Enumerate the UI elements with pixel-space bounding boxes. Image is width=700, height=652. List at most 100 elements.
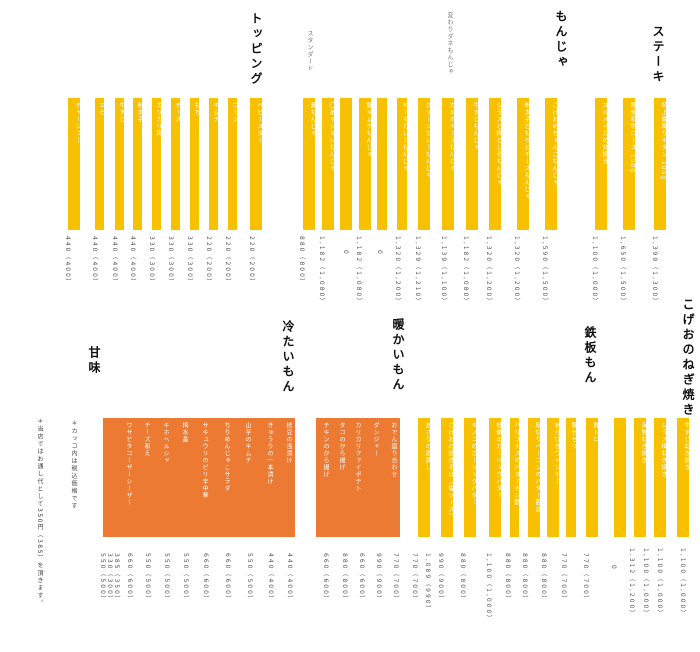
menu-item-strip: 牛すじもんじゃ bbox=[466, 98, 479, 230]
item-price: 770（700） bbox=[560, 553, 567, 604]
item-price: 1,329（1,210） bbox=[414, 236, 421, 307]
item-price: 440（400） bbox=[111, 236, 118, 287]
item-price: 220（200） bbox=[248, 236, 255, 287]
item-price: 1,590（1,500） bbox=[541, 236, 548, 307]
item-name: 牛すじねぎ焼き bbox=[683, 422, 690, 471]
item-price: 550（500） bbox=[163, 553, 170, 604]
item-name: ちりめんじゃこサラダ bbox=[223, 422, 230, 492]
item-price: 1,320（1,200） bbox=[394, 236, 401, 307]
heading-kawari: 変わりダネもんじゃ bbox=[446, 12, 453, 75]
item-price: 660（600） bbox=[224, 553, 231, 604]
menu-item-strip: 〇あマシマシもんじゃ bbox=[322, 98, 335, 230]
item-name: キムチ bbox=[212, 102, 219, 123]
menu-item-strip: 牛すじ bbox=[115, 98, 125, 230]
menu-item-strip: こげおの焼きそば（塩ソース） bbox=[441, 418, 454, 537]
menu-item-strip bbox=[340, 98, 352, 230]
item-price: 880（800） bbox=[521, 553, 528, 604]
menu-item-strip: 豚セセリ bbox=[566, 418, 577, 537]
item-name: カリカリクァイポテト bbox=[354, 422, 361, 492]
item-price: 1,100（1,000） bbox=[642, 548, 649, 619]
item-price: 1,100（1,000） bbox=[485, 553, 492, 624]
menu-item-strip: あらびきウインナー bbox=[547, 418, 560, 537]
menu-item-strip: シラス梅ねぎ焼き bbox=[654, 418, 667, 537]
tsumetai-block: 枝豆の浅漬け きゅうりの一本漬け 山芋のキムチ ちりめんじゃこサラダ サキュウリ… bbox=[103, 418, 295, 537]
item-name: コーン bbox=[231, 102, 238, 123]
item-price: 880（800） bbox=[459, 553, 466, 604]
item-name: 素もんじゃ bbox=[309, 102, 316, 137]
item-price: 880（800） bbox=[341, 553, 348, 604]
item-price: 550（500） bbox=[99, 553, 106, 604]
item-name: 特上霜降りギタン 100g bbox=[660, 102, 667, 181]
item-name: あさりの酒蒸し bbox=[424, 422, 431, 471]
item-price: 1,100（1,000） bbox=[591, 236, 598, 307]
item-name: 山芋のキムチ bbox=[244, 422, 251, 464]
item-name: 牛すじもんじゃ bbox=[472, 102, 479, 151]
menu-item-strip: 牡蠣のガーリックバター bbox=[489, 418, 502, 537]
item-price: 1,182（1,080） bbox=[355, 236, 362, 307]
heading-atatakai: 暖かいもん bbox=[391, 318, 405, 393]
item-price: 1,399（1,300） bbox=[651, 236, 658, 307]
item-price: 1,100（1,000） bbox=[656, 548, 663, 619]
item-price: 990（900） bbox=[375, 553, 382, 604]
item-price: 330（300） bbox=[186, 236, 193, 287]
item-price: 880（800） bbox=[540, 553, 547, 604]
item-name: キホヘルシャ bbox=[162, 422, 169, 464]
menu-item-strip: もち bbox=[190, 98, 200, 230]
item-name: チャーシュー bbox=[74, 102, 81, 144]
item-price: 660（600） bbox=[202, 553, 209, 604]
menu-item-strip: チャーシュー bbox=[68, 98, 81, 230]
heading-standard: スタンダード bbox=[306, 30, 313, 72]
menu-item-strip: 海鮮ねぎ焼き bbox=[634, 418, 647, 537]
item-name: きゅうりの一本漬け bbox=[266, 422, 273, 485]
item-name: エビ bbox=[98, 102, 105, 116]
heading-tsumetai: 冷たいもん bbox=[281, 320, 295, 395]
item-name: ワサビタコーザーシーザー bbox=[125, 422, 132, 506]
item-name: ベビースター bbox=[256, 102, 263, 144]
menu-item-strip: 豚トロ bbox=[586, 418, 599, 537]
item-price: 1,182（1,080） bbox=[462, 236, 469, 307]
item-price: 385（350） bbox=[113, 553, 120, 604]
item-price: 440（400） bbox=[91, 236, 98, 287]
item-price: 1,320（1,200） bbox=[485, 236, 492, 307]
menu-item-strip: ハリフナスのバターポン酢 bbox=[510, 418, 520, 537]
item-name: チキンのから揚げ bbox=[322, 422, 329, 478]
item-price: 1,182（1,080） bbox=[318, 236, 325, 307]
menu-item-strip: カルボナーラもんじゃ bbox=[442, 98, 455, 230]
item-name: 〇あマシマシもんじゃ bbox=[328, 102, 335, 172]
item-price: 1,139（1,100） bbox=[440, 236, 447, 307]
item-name: 梅水晶 bbox=[181, 422, 188, 443]
item-price: 770（700） bbox=[411, 553, 418, 604]
item-price: 330（300） bbox=[167, 236, 174, 287]
item-price: 550（500） bbox=[182, 553, 189, 604]
item-price: 550（500） bbox=[144, 553, 151, 604]
menu-item-strip: チーズ bbox=[171, 98, 181, 230]
menu-item-strip bbox=[377, 98, 387, 230]
item-name: 豚トロ bbox=[592, 422, 599, 443]
menu-item-strip: キムチ bbox=[209, 98, 219, 230]
menu-item-strip: 厚切りベーコンのバター醤油 bbox=[528, 418, 541, 537]
item-price: 220（200） bbox=[205, 236, 212, 287]
menu-item-strip: キーマカレーもんじゃ bbox=[397, 98, 408, 230]
heading-steak: ステーキ bbox=[651, 25, 665, 85]
item-name: チーズ bbox=[174, 102, 181, 123]
heading-kogeo: こげおのねぎ焼き bbox=[681, 298, 695, 418]
item-price: 0 bbox=[376, 250, 383, 256]
menu-item-strip bbox=[614, 418, 626, 537]
item-price: 440（400） bbox=[129, 236, 136, 287]
item-price: 0 bbox=[610, 565, 617, 571]
atatakai-block: おでん盛り合わせ ダンジャー カリカリクァイポテト タコのから揚げ チキンのから… bbox=[316, 418, 400, 537]
item-name: シラスと梅としそもんじゃ bbox=[495, 102, 502, 186]
item-name: ダンジャー bbox=[372, 422, 379, 457]
item-name: タコのから揚げ bbox=[338, 422, 345, 471]
item-name: スルメイカの丸焼き bbox=[601, 102, 608, 165]
heading-topping: トッピング bbox=[249, 12, 263, 87]
menu-item-strip: こげおめちゃんこもんじゃ bbox=[545, 98, 558, 230]
item-price: 330（300） bbox=[106, 553, 113, 604]
note-tax: ＊カッコ内は税込価格です bbox=[70, 420, 77, 510]
item-name: こげおめちゃんこもんじゃ bbox=[551, 102, 558, 186]
item-price: 1,320（1,200） bbox=[513, 236, 520, 307]
item-price: 990（900） bbox=[437, 553, 444, 604]
item-name: もち bbox=[193, 102, 200, 116]
item-name: 海鮮ねぎ焼き bbox=[640, 422, 647, 464]
item-name: 牡蠣のガーリックバター bbox=[495, 422, 502, 499]
